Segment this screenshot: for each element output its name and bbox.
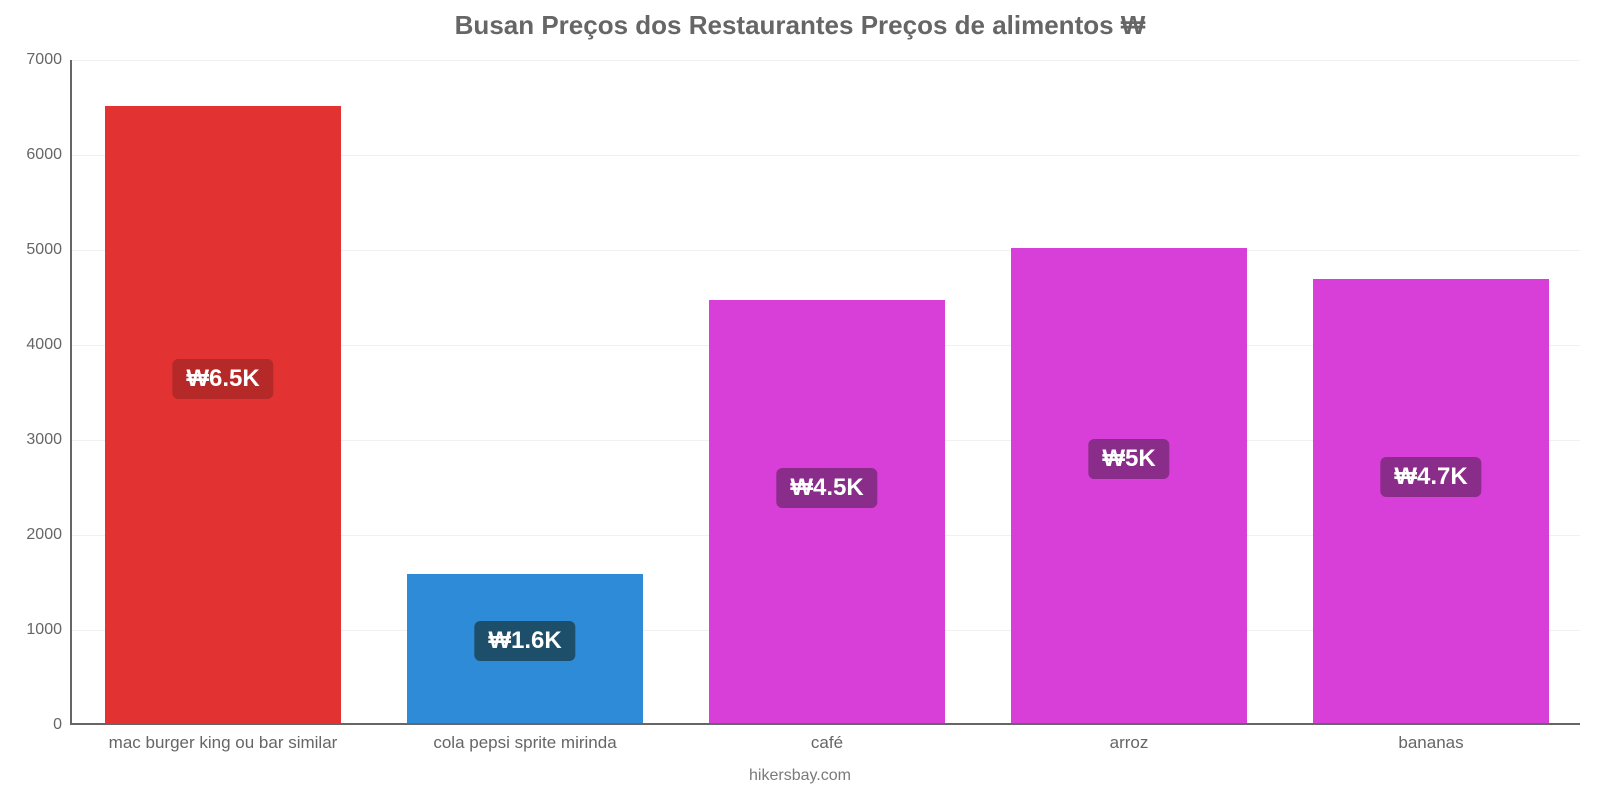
bar xyxy=(1011,248,1247,723)
plot-area: 01000200030004000500060007000mac burger … xyxy=(70,60,1580,725)
y-tick-label: 7000 xyxy=(26,51,72,69)
value-badge: ₩6.5K xyxy=(172,359,273,399)
value-badge: ₩1.6K xyxy=(474,621,575,661)
x-tick-label: cola pepsi sprite mirinda xyxy=(433,723,616,753)
y-tick-label: 4000 xyxy=(26,336,72,354)
x-tick-label: bananas xyxy=(1398,723,1463,753)
gridline xyxy=(72,60,1580,61)
bar xyxy=(1313,279,1549,723)
y-tick-label: 3000 xyxy=(26,431,72,449)
x-tick-label: arroz xyxy=(1110,723,1149,753)
x-tick-label: mac burger king ou bar similar xyxy=(109,723,338,753)
x-tick-label: café xyxy=(811,723,843,753)
y-tick-label: 0 xyxy=(53,716,72,734)
value-badge: ₩4.5K xyxy=(776,468,877,508)
chart-footer: hikersbay.com xyxy=(0,767,1600,785)
y-tick-label: 2000 xyxy=(26,526,72,544)
y-tick-label: 5000 xyxy=(26,241,72,259)
y-tick-label: 6000 xyxy=(26,146,72,164)
y-tick-label: 1000 xyxy=(26,621,72,639)
chart-title: Busan Preços dos Restaurantes Preços de … xyxy=(0,10,1600,41)
value-badge: ₩5K xyxy=(1088,439,1169,479)
bar xyxy=(105,106,341,724)
value-badge: ₩4.7K xyxy=(1380,457,1481,497)
bar xyxy=(709,300,945,723)
chart-container: Busan Preços dos Restaurantes Preços de … xyxy=(0,0,1600,800)
